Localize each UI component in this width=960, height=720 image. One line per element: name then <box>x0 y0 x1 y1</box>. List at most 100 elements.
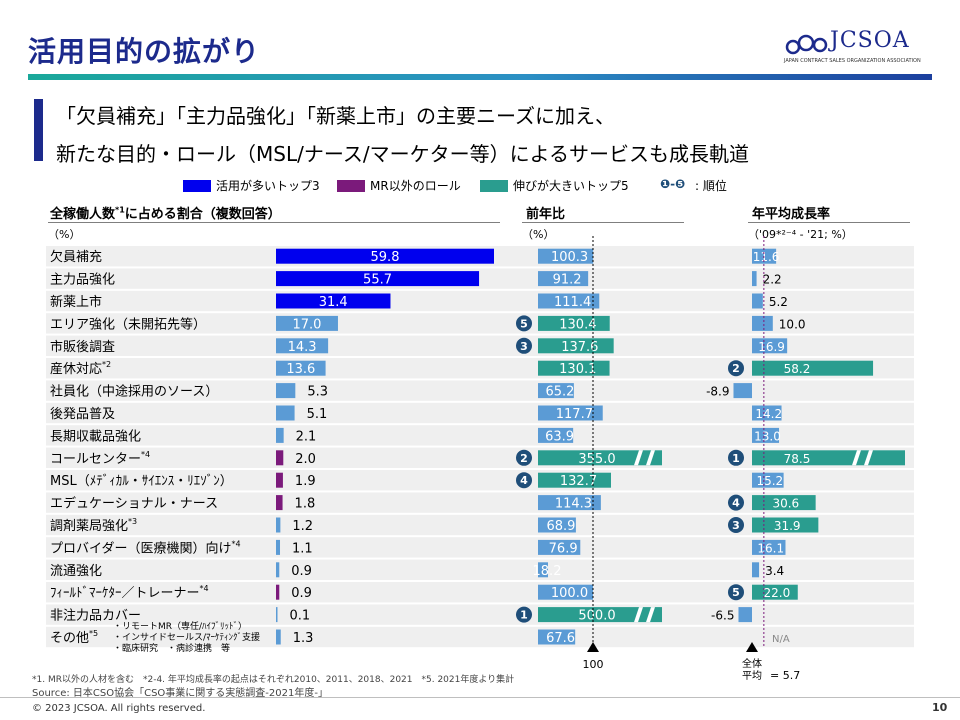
cagr-value-label: 16.9 <box>758 340 785 354</box>
share-value-label: 55.7 <box>363 273 392 288</box>
legend-rank-label: : 順位 <box>695 179 727 193</box>
legend-rank-range: ❶-❺ <box>660 177 686 191</box>
share-bar <box>276 271 480 287</box>
yoy-value-label: 76.9 <box>549 541 578 556</box>
yoy-bar <box>538 293 600 309</box>
share-bar <box>276 383 296 399</box>
rank-badge <box>728 517 744 533</box>
share-header: 全稼働人数*1に占める割合（複数回答） <box>50 203 281 222</box>
cagr-bar <box>752 338 788 354</box>
yoy-reference-label: 100 <box>583 658 604 671</box>
rank-badge <box>516 315 532 332</box>
row-band <box>46 582 914 603</box>
cagr-value-label: 31.9 <box>774 519 801 533</box>
yoy-value-label: 137.6 <box>561 340 598 355</box>
category-label: その他*5 <box>50 629 98 646</box>
share-bar <box>276 427 284 443</box>
share-value-label: 17.0 <box>293 317 322 332</box>
share-value-label: 13.6 <box>286 362 315 377</box>
share-bar <box>276 584 280 600</box>
yoy-bar <box>538 315 610 331</box>
category-label: 後発品普及 <box>50 407 115 422</box>
share-bar <box>276 539 281 555</box>
yoy-bar <box>538 562 549 578</box>
row-band <box>46 402 914 424</box>
page-title: 活用目的の拡がり <box>28 35 261 68</box>
yoy-bar <box>538 629 576 645</box>
cagr-bar <box>752 271 757 287</box>
share-bar <box>276 495 283 511</box>
yoy-value-label: 91.2 <box>553 273 582 288</box>
category-label: 調剤薬局強化*3 <box>50 517 137 534</box>
rank-badge-number: 2 <box>732 362 740 375</box>
category-label: プロバイダー（医療機関）向け*4 <box>50 539 241 556</box>
axis-break-mark <box>634 607 643 623</box>
legend-swatch-top3 <box>183 180 211 192</box>
axis-break-mark <box>646 607 655 623</box>
footnote-source: Source: 日本CSO協会「CSO事業に関する実態調査-2021年度-」 <box>32 688 328 699</box>
row-band <box>46 470 914 491</box>
cagr-value-label: 13.0 <box>754 429 781 443</box>
category-label: エデュケーショナル・ナース <box>50 496 218 512</box>
category-label: 流通強化 <box>50 564 102 579</box>
category-label: 主力品強化 <box>50 273 115 288</box>
rank-badge-number: 4 <box>520 474 528 487</box>
category-label: 市販後調査 <box>50 339 115 355</box>
rank-badge <box>516 606 532 623</box>
cagr-header: 年平均成長率 <box>752 207 831 222</box>
cagr-bar <box>752 450 905 466</box>
yoy-bar <box>538 495 601 511</box>
row-band <box>46 559 914 580</box>
yoy-value-label: 500.0 <box>578 609 615 624</box>
yoy-value-label: 18.2 <box>533 564 562 579</box>
rank-badge <box>516 337 532 354</box>
cagr-reference-label-2: 平均 <box>742 670 762 682</box>
share-value-label: 14.3 <box>288 340 317 355</box>
row-band <box>46 626 914 648</box>
jcsoa-logo: JCSOA JAPAN CONTRACT SALES ORGANIZATION … <box>784 26 934 76</box>
yoy-value-label: 130.4 <box>559 317 596 332</box>
category-label: MSL（ﾒﾃﾞｨｶﾙ・ｻｲｴﾝｽ・ﾘｴｿﾞﾝ） <box>50 474 233 489</box>
row-band <box>46 492 914 513</box>
cagr-header-rule <box>748 222 910 223</box>
yoy-value-label: 355.0 <box>578 452 615 467</box>
category-label: 産休対応*2 <box>50 360 111 377</box>
share-bar <box>276 405 295 421</box>
cagr-bar <box>752 562 760 578</box>
yoy-bar <box>538 517 576 533</box>
category-label: 長期収載品強化 <box>50 429 141 444</box>
cagr-value-label: 16.1 <box>757 541 784 555</box>
yoy-bar <box>538 450 662 466</box>
yoy-header: 前年比 <box>526 207 566 222</box>
rank-badge <box>728 360 744 377</box>
share-header-rest: に占める割合（複数回答） <box>124 207 281 222</box>
lead-accent-bar <box>34 99 43 161</box>
cagr-reference-value: = 5.7 <box>770 669 800 682</box>
yoy-value-label: 65.2 <box>545 385 574 400</box>
yoy-value-label: 63.9 <box>545 429 574 444</box>
share-bar <box>276 472 283 488</box>
share-bar <box>276 607 278 623</box>
rank-badge-number: 3 <box>520 340 528 353</box>
yoy-bar <box>538 338 614 354</box>
other-note-line: ・インサイドセールス/ﾏｰｹﾃｨﾝｸﾞ支援 <box>113 631 260 643</box>
yoy-bar <box>538 405 603 421</box>
yoy-bar <box>538 427 574 443</box>
yoy-bar <box>538 248 594 264</box>
share-value-label: 1.8 <box>295 497 316 512</box>
cagr-bar <box>733 383 752 399</box>
rank-badge-number: 3 <box>732 519 740 532</box>
legend-label-growth: 伸びが大きいトップ5 <box>513 179 629 193</box>
legend-swatch-mr-other <box>337 180 365 192</box>
share-bar <box>276 450 284 466</box>
yoy-bar <box>538 607 662 623</box>
category-label: エリア強化（未開拓先等） <box>50 316 206 332</box>
yoy-bar <box>538 360 610 376</box>
share-value-label: 0.1 <box>290 609 311 624</box>
share-value-label: 2.1 <box>296 429 317 444</box>
row-band <box>46 358 914 379</box>
yoy-value-label: 117.7 <box>556 407 593 422</box>
cagr-unit: （'09*²⁻⁴ - '21; %） <box>748 228 853 241</box>
rank-badge-number: 5 <box>520 317 528 330</box>
cagr-value-label: 22.0 <box>764 586 791 600</box>
